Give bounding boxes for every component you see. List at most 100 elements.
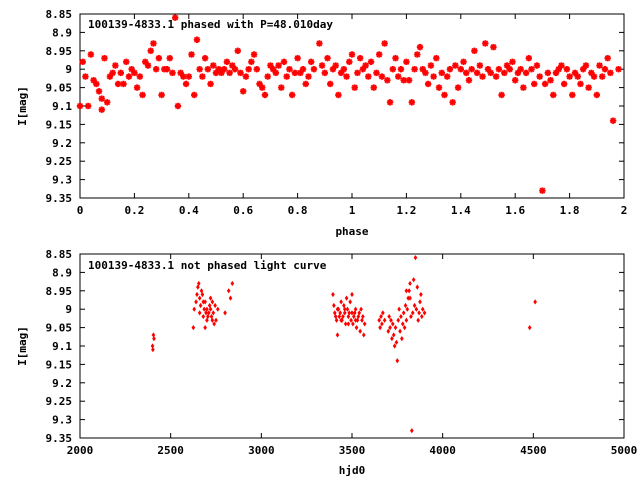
unphased-data-point — [191, 325, 196, 331]
unphased-data-point — [359, 306, 363, 312]
unphased-data-point — [350, 310, 354, 316]
unphased-data-point — [419, 313, 424, 320]
unphased-data-point — [203, 299, 207, 305]
phased-data-point — [152, 66, 160, 73]
phased-data-point — [220, 66, 228, 73]
phased-data-point — [473, 69, 481, 77]
unphased-data-point — [339, 317, 343, 323]
unphased-y-tick-label: 9.2 — [52, 377, 72, 390]
unphased-points — [150, 255, 537, 434]
phased-data-point — [351, 84, 358, 91]
phased-data-point — [414, 51, 421, 58]
unphased-y-tick-label: 9.25 — [46, 395, 73, 408]
phased-data-point — [539, 187, 546, 194]
unphased-data-point — [332, 302, 336, 309]
phased-data-point — [460, 58, 467, 66]
unphased-data-point — [339, 299, 343, 305]
phased-data-point — [95, 88, 103, 95]
phased-data-point — [479, 73, 486, 80]
unphased-data-point — [152, 336, 156, 342]
unphased-data-point — [210, 299, 215, 305]
phased-data-point — [215, 66, 222, 73]
unphased-data-point — [343, 321, 348, 327]
unphased-data-point — [346, 321, 351, 327]
phased-data-point — [291, 69, 299, 77]
phased-data-point — [275, 62, 282, 69]
unphased-data-point — [358, 328, 362, 334]
unphased-data-point — [353, 317, 358, 323]
phased-data-point — [294, 54, 301, 62]
phased-data-point — [335, 91, 342, 99]
phased-data-point — [411, 66, 418, 73]
phased-y-tick-label: 8.95 — [46, 45, 73, 58]
unphased-y-tick-label: 8.85 — [46, 248, 73, 261]
unphased-data-point — [335, 332, 340, 338]
phased-y-tick-label: 9.1 — [52, 100, 72, 113]
unphased-data-point — [392, 343, 397, 349]
phased-y-tick-label: 9.2 — [52, 137, 72, 150]
unphased-data-point — [411, 277, 416, 283]
unphased-y-tick-label: 8.95 — [46, 285, 73, 298]
phased-data-point — [316, 40, 323, 47]
unphased-data-point — [419, 291, 423, 298]
phased-y-tick-label: 9.25 — [46, 155, 73, 168]
phased-data-point — [560, 80, 568, 88]
phased-data-point — [424, 80, 432, 88]
phased-data-point — [310, 66, 318, 73]
unphased-y-axis-label: I[mag] — [16, 326, 29, 366]
unphased-data-point — [400, 321, 405, 327]
phased-data-point — [269, 66, 277, 73]
unphased-data-point — [351, 321, 355, 327]
phased-data-point — [430, 73, 437, 80]
phased-data-point — [386, 99, 394, 106]
unphased-data-point — [405, 306, 410, 312]
phased-data-point — [449, 99, 456, 106]
phased-data-point — [343, 73, 350, 80]
phased-data-point — [471, 47, 478, 54]
phased-data-point — [150, 40, 157, 47]
phased-data-point — [166, 54, 173, 62]
unphased-x-tick-label: 4000 — [429, 444, 456, 457]
unphased-x-tick-label: 3000 — [248, 444, 275, 457]
phased-data-point — [367, 58, 375, 66]
unphased-data-point — [391, 332, 396, 338]
phased-x-tick-label: 1.6 — [505, 204, 525, 217]
unphased-data-point — [342, 302, 346, 309]
phased-y-tick-label: 9.15 — [46, 118, 73, 131]
unphased-data-point — [380, 321, 384, 327]
phased-data-point — [308, 58, 315, 66]
unphased-y-tick-label: 9.3 — [52, 414, 72, 427]
unphased-data-point — [404, 288, 409, 294]
phased-data-point — [501, 69, 508, 77]
unphased-data-point — [399, 313, 403, 320]
unphased-data-point — [408, 280, 412, 287]
phased-data-point — [615, 66, 622, 73]
phased-data-point — [525, 54, 532, 62]
phased-data-point — [444, 73, 451, 80]
phased-data-point — [172, 14, 179, 21]
unphased-data-point — [394, 339, 399, 345]
phased-data-point — [566, 73, 573, 80]
phased-data-point — [104, 99, 111, 106]
phased-data-point — [577, 80, 584, 88]
unphased-data-point — [210, 317, 215, 323]
phased-data-point — [305, 73, 312, 80]
unphased-data-point — [404, 317, 409, 323]
phased-data-point — [376, 51, 383, 58]
phased-data-point — [139, 91, 146, 99]
unphased-data-point — [398, 328, 402, 334]
phased-data-point — [299, 66, 307, 73]
phased-data-point — [237, 69, 244, 77]
phased-data-point — [191, 91, 198, 99]
unphased-data-point — [342, 306, 347, 312]
phased-data-point — [397, 66, 405, 73]
phased-data-point — [98, 95, 105, 102]
phased-data-point — [582, 62, 590, 69]
unphased-y-tick-label: 9.35 — [46, 432, 73, 445]
phased-x-tick-label: 0.6 — [233, 204, 253, 217]
unphased-data-point — [408, 295, 412, 301]
unphased-data-point — [205, 306, 209, 312]
unphased-x-tick-label: 2500 — [157, 444, 184, 457]
unphased-data-point — [395, 358, 400, 364]
phased-plot-title: 100139-4833.1 phased with P=48.010day — [88, 18, 333, 31]
